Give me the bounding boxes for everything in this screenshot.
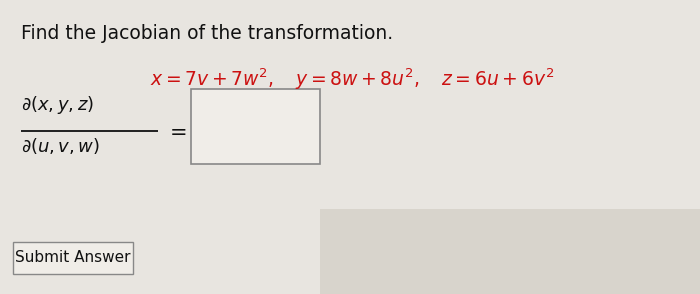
Text: Find the Jacobian of the transformation.: Find the Jacobian of the transformation. <box>22 24 393 43</box>
Text: Submit Answer: Submit Answer <box>15 250 131 265</box>
FancyBboxPatch shape <box>13 242 133 274</box>
FancyBboxPatch shape <box>190 89 320 164</box>
FancyBboxPatch shape <box>320 209 700 294</box>
Text: $=$: $=$ <box>164 121 186 141</box>
Text: $\partial(x, y, z)$: $\partial(x, y, z)$ <box>22 94 95 116</box>
Text: $\partial(u, v, w)$: $\partial(u, v, w)$ <box>22 136 100 156</box>
Text: $x = 7v + 7w^2, \quad y = 8w + 8u^2, \quad z = 6u + 6v^2$: $x = 7v + 7w^2, \quad y = 8w + 8u^2, \qu… <box>150 66 554 92</box>
